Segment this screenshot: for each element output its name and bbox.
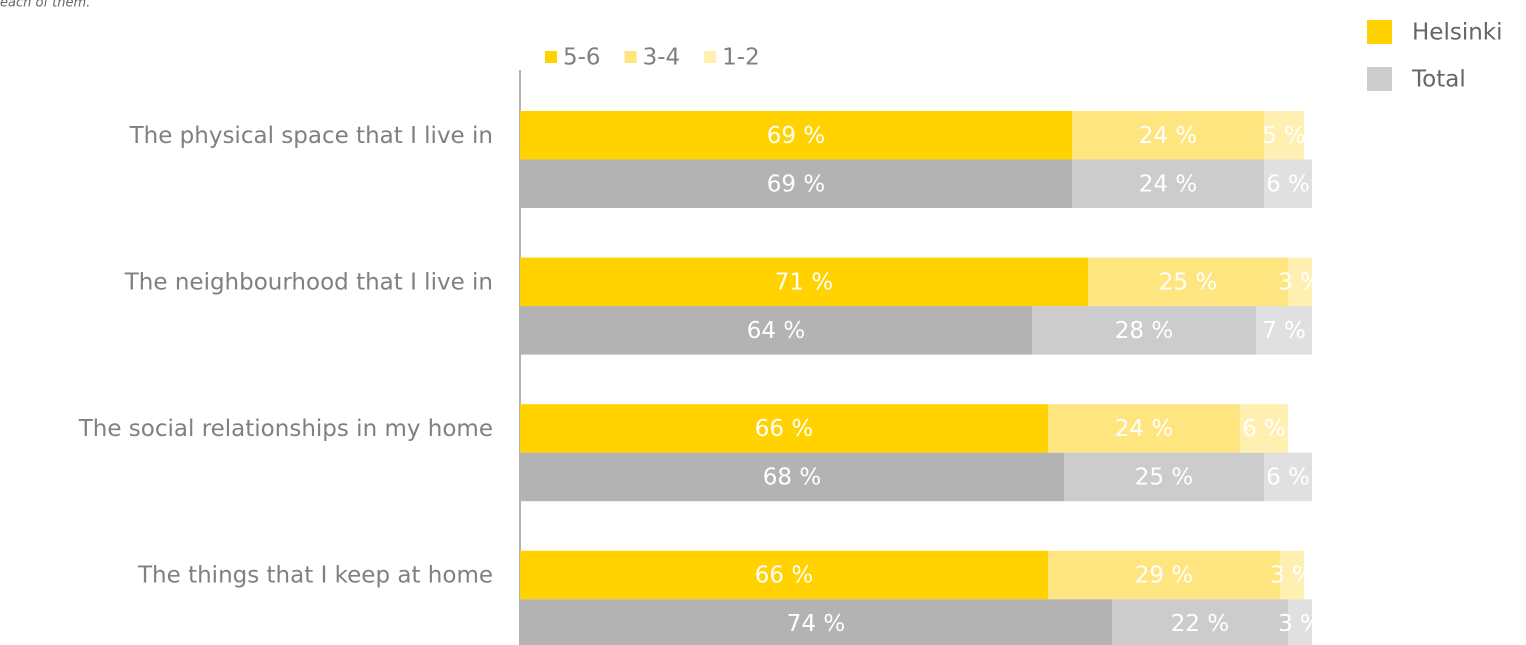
legend-swatch xyxy=(704,51,717,63)
value-label: 7 % xyxy=(1262,318,1306,344)
category-label: The social relationships in my home xyxy=(78,416,493,442)
bar-segment xyxy=(520,599,1112,645)
value-label: 25 % xyxy=(1159,269,1217,295)
bar-segment xyxy=(1064,452,1264,502)
value-label: 71 % xyxy=(775,269,833,295)
value-label: 69 % xyxy=(767,123,825,149)
legend-label: Helsinki xyxy=(1412,20,1503,46)
value-label: 69 % xyxy=(767,171,825,197)
bar-segment xyxy=(1240,404,1288,453)
value-label: 6 % xyxy=(1266,171,1310,197)
legend-swatch xyxy=(1367,67,1392,91)
category-label: The things that I keep at home xyxy=(137,563,493,589)
bar-segment xyxy=(1048,404,1240,453)
bar-segment xyxy=(520,306,1032,355)
value-label: 24 % xyxy=(1139,171,1197,197)
value-label: 25 % xyxy=(1135,464,1193,490)
legend-swatch xyxy=(624,51,637,63)
bar-segment xyxy=(1264,159,1312,208)
legend-label: 5-6 xyxy=(563,45,601,71)
bar-segment xyxy=(1264,452,1312,502)
value-label: 3 % xyxy=(1270,563,1314,589)
bar-segment xyxy=(1288,257,1312,307)
subtitle: each of them. xyxy=(0,0,90,11)
bar-segment xyxy=(1072,111,1264,160)
value-label: 24 % xyxy=(1139,123,1197,149)
bar-segment xyxy=(520,404,1048,453)
category-label: The physical space that I live in xyxy=(129,123,493,149)
legend-swatch xyxy=(1367,20,1392,44)
value-label: 74 % xyxy=(787,611,845,637)
bar-segment xyxy=(1280,550,1304,600)
bar-segment xyxy=(1112,599,1288,645)
value-label: 6 % xyxy=(1266,464,1310,490)
value-label: 64 % xyxy=(747,318,805,344)
bar-segment xyxy=(1256,306,1312,355)
legend-label: 3-4 xyxy=(643,45,681,71)
value-label: 22 % xyxy=(1171,611,1229,637)
value-label: 5 % xyxy=(1262,123,1306,149)
bar-segment xyxy=(1048,550,1280,600)
value-label: 24 % xyxy=(1115,416,1173,442)
value-label: 6 % xyxy=(1242,416,1286,442)
bar-segment xyxy=(1088,257,1288,307)
bar-segment xyxy=(520,159,1072,208)
bar-segment xyxy=(520,257,1088,307)
bar-segment xyxy=(520,111,1072,160)
bar-segment xyxy=(520,452,1064,502)
legend-label: Total xyxy=(1411,67,1466,93)
value-label: 66 % xyxy=(755,416,813,442)
bar-segment xyxy=(1288,599,1312,645)
category-label: The neighbourhood that I live in xyxy=(124,269,493,295)
value-label: 3 % xyxy=(1278,611,1322,637)
value-label: 28 % xyxy=(1115,318,1173,344)
value-label: 29 % xyxy=(1135,563,1193,589)
bar-segment xyxy=(1032,306,1256,355)
legend-label: 1-2 xyxy=(722,45,760,71)
value-label: 66 % xyxy=(755,563,813,589)
bar-segment xyxy=(1072,159,1264,208)
legend-swatch xyxy=(545,51,557,63)
value-label: 3 % xyxy=(1278,269,1322,295)
bar-segment xyxy=(1264,111,1304,160)
bar-segment xyxy=(520,550,1048,600)
value-label: 68 % xyxy=(763,464,821,490)
